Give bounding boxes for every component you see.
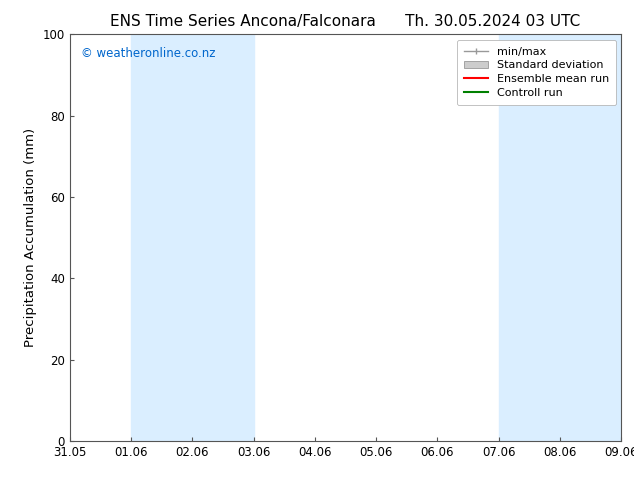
Legend: min/max, Standard deviation, Ensemble mean run, Controll run: min/max, Standard deviation, Ensemble me… [457, 40, 616, 105]
Text: © weatheronline.co.nz: © weatheronline.co.nz [81, 47, 216, 59]
Bar [131, 34, 254, 441]
Y-axis label: Precipitation Accumulation (mm): Precipitation Accumulation (mm) [24, 128, 37, 347]
Title: ENS Time Series Ancona/Falconara      Th. 30.05.2024 03 UTC: ENS Time Series Ancona/Falconara Th. 30.… [110, 14, 581, 29]
Bar [499, 34, 621, 441]
